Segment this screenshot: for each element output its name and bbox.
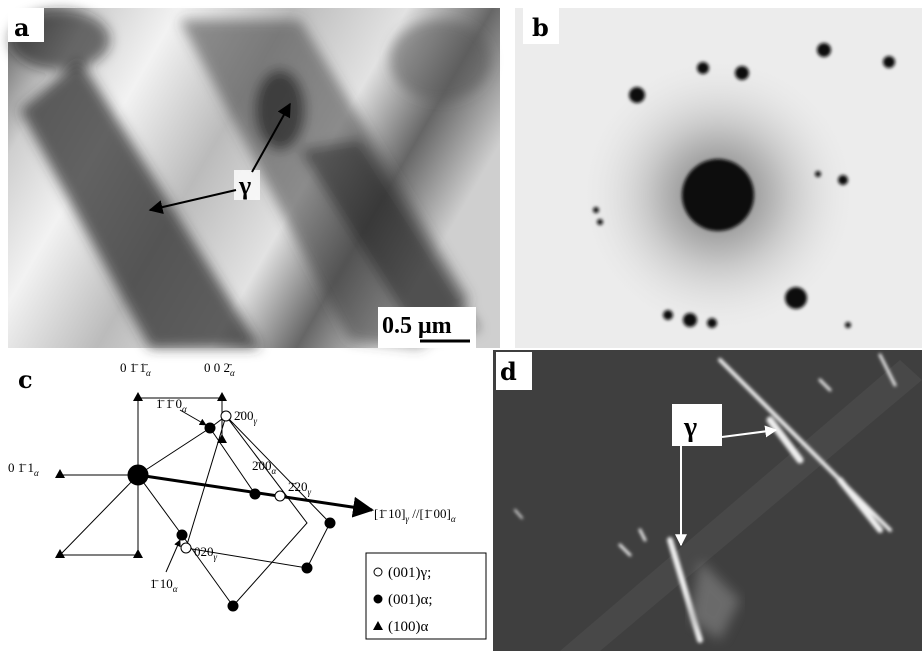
legend-entry: (001)α;: [388, 592, 433, 608]
node-label: 1̄ 10α: [150, 576, 178, 594]
lattice-lines: [60, 398, 330, 606]
figure: a γ 0.5 μm b c 0 1̄ 1̄α 0 0 2̄α 0 1̄ 1α …: [0, 0, 922, 651]
text-part: 0 1̄ 1̄: [120, 360, 148, 375]
phase-label: γ: [683, 412, 697, 443]
legend-marker: [374, 568, 382, 576]
text-part: 0 0 2̄: [204, 360, 232, 375]
text-part: 2̄00: [234, 408, 254, 423]
text-part: //[1̄ 00]: [409, 506, 451, 521]
text-part: α: [146, 368, 151, 378]
phase-label: γ: [238, 171, 251, 200]
scale-label: 0.5 μm: [382, 313, 452, 339]
text-part: α: [182, 404, 187, 414]
text-part: 020: [194, 544, 214, 559]
node-label: 0 1̄ 1α: [8, 460, 39, 478]
legend-entry: (001)γ;: [388, 565, 431, 581]
text-part: α: [173, 584, 178, 594]
central-spot: [682, 159, 754, 231]
direction-label: [1̄ 10]γ //[1̄ 00]α: [374, 506, 456, 524]
panel-c: c 0 1̄ 1̄α 0 0 2̄α 0 1̄ 1α 1̄ 1̄ 0α 2̄00…: [8, 360, 486, 639]
text-part: 2̄20: [288, 479, 308, 494]
panel-a: a γ 0.5 μm: [8, 8, 500, 348]
text-part: α: [272, 466, 277, 476]
panel-b: b: [515, 8, 922, 348]
node-label: 0 0 2̄α: [204, 360, 235, 378]
text-part: γ: [254, 416, 258, 426]
arrow: [166, 540, 180, 572]
text-part: 1̄ 1̄ 0: [156, 396, 182, 411]
panel-label: c: [18, 365, 33, 394]
node-label: 2̄00γ: [234, 408, 258, 426]
node-label: 0 1̄ 1̄α: [120, 360, 151, 378]
panel-label: a: [14, 13, 30, 42]
legend-entry: (100)α: [388, 619, 428, 635]
open-circles: [181, 411, 285, 553]
text-part: α: [451, 514, 456, 524]
panel-d: d γ: [493, 350, 922, 651]
text-part: [1̄ 10]: [374, 506, 405, 521]
origin: [128, 465, 148, 485]
panel-label: b: [532, 13, 549, 42]
legend-marker: [374, 595, 382, 603]
panel-label: d: [500, 357, 517, 386]
text-part: α: [34, 468, 39, 478]
text-part: γ: [308, 487, 312, 497]
text-part: 0 1̄ 1: [8, 460, 34, 475]
legend-marker: [373, 621, 383, 630]
node-label: 2̄20γ: [288, 479, 312, 497]
text-part: γ: [214, 552, 218, 562]
filled-circles: [177, 423, 335, 611]
text-part: 2̄00: [252, 458, 272, 473]
node-label: 020γ: [194, 544, 218, 562]
node-label: 1̄ 1̄ 0α: [156, 396, 187, 414]
text-part: α: [230, 368, 235, 378]
node-label: 2̄00α: [252, 458, 277, 476]
text-part: 1̄ 10: [150, 576, 173, 591]
